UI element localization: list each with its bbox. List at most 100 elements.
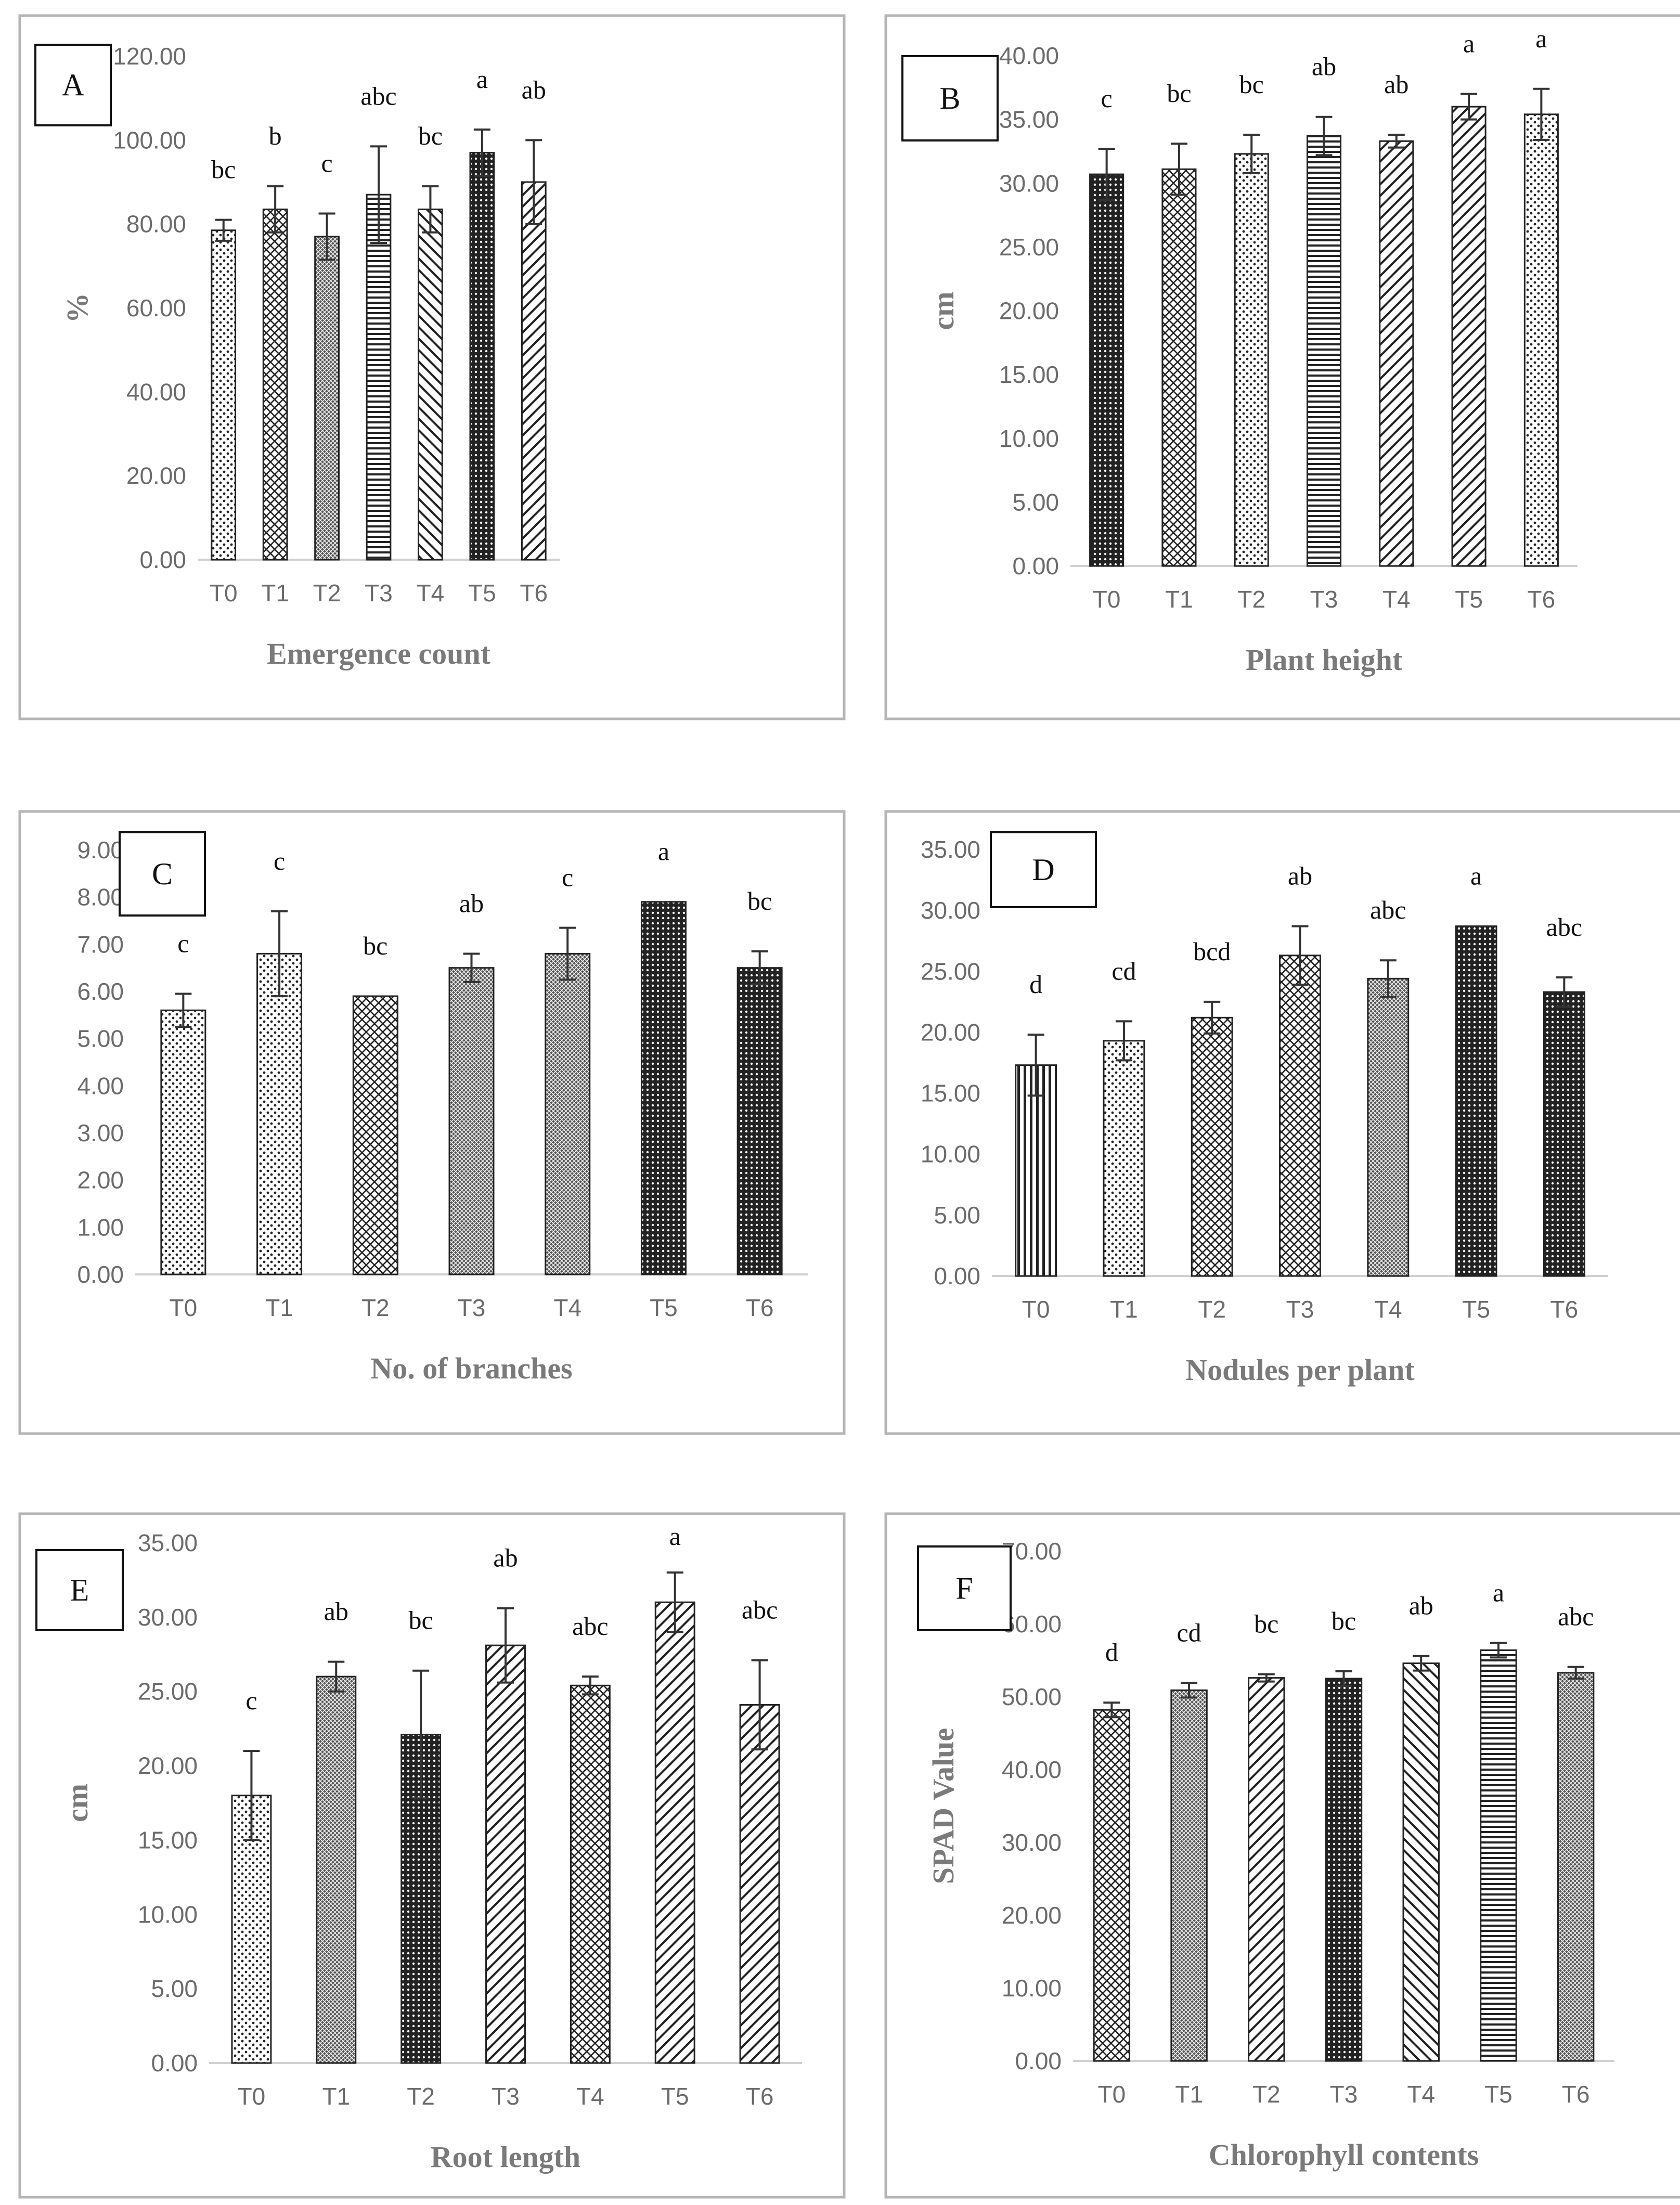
bar-t3: [1306, 135, 1342, 567]
error-bar-t0: [215, 218, 232, 242]
error-bar-t4: [559, 926, 576, 981]
error-bar-t3: [1335, 1670, 1352, 1687]
error-bar-t5: [1490, 1642, 1507, 1659]
significance-label: ab: [1288, 861, 1312, 891]
bar-t4: [1367, 977, 1410, 1277]
significance-label: cd: [1177, 1618, 1201, 1647]
error-bar-t2: [412, 1669, 430, 1800]
x-tick-label: T5: [1484, 2081, 1513, 2108]
error-bar-t2: [318, 212, 335, 261]
y-tick-label: 60.00: [126, 294, 186, 321]
bar-t0: [1089, 173, 1125, 567]
x-tick-label: T3: [492, 2083, 520, 2110]
panel-letter: E: [70, 1573, 89, 1607]
chart-panel-a: 0.0020.0040.0060.0080.00100.00120.00T0bc…: [18, 14, 846, 720]
x-axis-title: No. of branches: [370, 1351, 572, 1385]
x-tick-label: T4: [1382, 586, 1411, 613]
y-tick-label: 25.00: [999, 234, 1059, 261]
panel-letter: F: [955, 1571, 973, 1606]
bar-t4: [570, 1684, 611, 2064]
error-bar-t3: [497, 1607, 514, 1684]
y-tick-label: 9.00: [77, 836, 124, 863]
panel-letter-box: [990, 831, 1097, 908]
x-tick-label: T6: [1550, 1296, 1579, 1323]
bar-t2: [352, 995, 398, 1275]
significance-label: abc: [360, 81, 396, 110]
x-tick-label: T1: [322, 2083, 350, 2110]
error-bar-t1: [328, 1660, 345, 1693]
x-tick-label: T4: [1374, 1296, 1402, 1323]
error-bar-t6: [1556, 976, 1573, 1008]
x-tick-label: T5: [661, 2083, 689, 2110]
y-tick-label: 3.00: [77, 1119, 124, 1146]
significance-label: b: [269, 121, 282, 150]
y-tick-label: 40.00: [126, 378, 186, 405]
significance-label: ab: [459, 888, 484, 918]
bar-t0: [160, 1009, 206, 1275]
bar-t2: [1248, 1677, 1285, 2062]
significance-label: bc: [1332, 1606, 1356, 1635]
bar-t3: [485, 1644, 526, 2064]
error-bar-t4: [422, 185, 439, 234]
x-axis-title: Root length: [431, 2140, 580, 2174]
y-tick-label: 10.00: [999, 425, 1059, 452]
error-bar-t0: [1098, 148, 1115, 201]
y-tick-label: 5.00: [934, 1202, 980, 1229]
error-bar-t6: [751, 1659, 768, 1751]
y-tick-label: 2.00: [77, 1167, 124, 1194]
panel-letter: D: [1032, 853, 1054, 887]
significance-label: a: [1463, 29, 1475, 58]
x-tick-label: T0: [1022, 1296, 1050, 1323]
error-bar-t4: [581, 1675, 599, 1696]
y-tick-label: 35.00: [138, 1529, 198, 1556]
significance-label: bc: [1239, 70, 1264, 99]
significance-label: a: [1470, 861, 1482, 891]
chart-panel-c: 0.00 1.00 2.00 3.00 4.00 5.00 6.00 7.00 8.00 9.00…: [18, 810, 846, 1435]
chart-panel-d: 0.00 5.00 10.00 15.00 20.00 25.00 30.00 35.00 T0…: [884, 810, 1680, 1435]
y-tick-label: 10.00: [138, 1901, 198, 1928]
x-tick-label: T0: [1093, 586, 1121, 613]
significance-label: cd: [1112, 956, 1136, 985]
bar-t5: [654, 1601, 695, 2064]
y-tick-label: 35.00: [921, 836, 980, 863]
error-bar-t2: [1204, 1000, 1221, 1035]
bar-t5: [1451, 106, 1487, 567]
y-tick-label: 10.00: [1002, 1975, 1062, 2002]
x-tick-label: T4: [417, 579, 445, 607]
significance-label: ab: [522, 75, 546, 104]
significance-label: c: [321, 149, 332, 178]
panel-letter-box: [119, 831, 206, 917]
error-bar-t0: [1027, 1034, 1044, 1097]
significance-label: bcd: [1193, 937, 1231, 966]
panel-letter: B: [939, 81, 960, 115]
bar-t3: [448, 967, 495, 1275]
y-tick-label: 15.00: [138, 1826, 198, 1853]
bar-t2: [1234, 153, 1269, 567]
y-tick-label: 20.00: [138, 1752, 198, 1780]
significance-label: c: [274, 846, 285, 875]
error-bar-t3: [370, 145, 387, 244]
significance-label: bc: [1254, 1609, 1278, 1639]
error-bar-t5: [1461, 93, 1478, 121]
y-tick-label: 25.00: [138, 1678, 198, 1705]
x-tick-label: T1: [265, 1294, 293, 1321]
y-tick-label: 15.00: [921, 1080, 980, 1107]
x-axis-title: Nodules per plant: [1185, 1353, 1415, 1387]
y-tick-label: 20.00: [921, 1018, 980, 1046]
bar-t4: [1379, 140, 1414, 567]
y-tick-label: 20.00: [999, 298, 1059, 325]
bar-t5: [469, 152, 495, 561]
x-tick-label: T2: [1198, 1296, 1226, 1323]
significance-label: ab: [324, 1597, 348, 1626]
y-tick-label: 70.00: [1002, 1538, 1062, 1565]
y-tick-label: 35.00: [999, 106, 1059, 133]
chart-panel-b: 0.00 5.00 10.00 15.00 20.00 25.00 30.00 35.00 40…: [884, 14, 1680, 720]
x-tick-label: T0: [170, 1294, 198, 1321]
bar-t6: [736, 967, 783, 1275]
x-tick-label: T2: [1237, 586, 1265, 613]
x-axis-title: Plant height: [1246, 643, 1403, 677]
bar-t6: [739, 1704, 780, 2064]
y-tick-label: 6.00: [77, 978, 124, 1005]
error-bar-t6: [1533, 87, 1550, 141]
